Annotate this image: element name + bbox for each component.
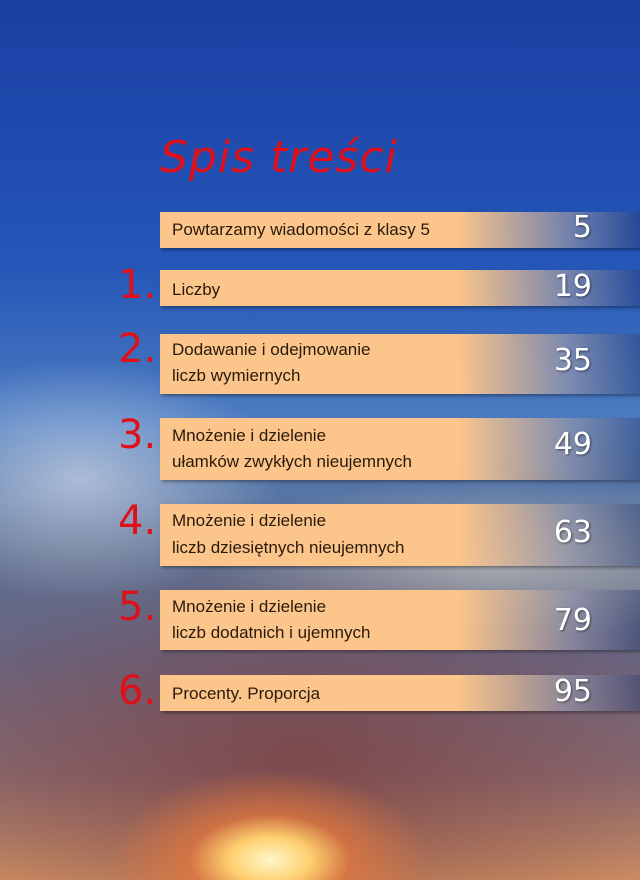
entry-page: 35 bbox=[553, 343, 592, 378]
page-title: Spis treści bbox=[160, 132, 398, 183]
toc-entry[interactable]: Mnożenie i dzielenie liczb dziesiętnych … bbox=[160, 504, 640, 566]
toc-entry[interactable]: Mnożenie i dzielenie liczb dodatnich i u… bbox=[160, 590, 640, 650]
chapter-number: 1. bbox=[118, 262, 157, 308]
entry-page: 95 bbox=[553, 674, 592, 709]
chapter-number: 3. bbox=[118, 412, 157, 458]
entry-title-line: liczb wymiernych bbox=[172, 366, 301, 385]
entry-page: 19 bbox=[553, 269, 592, 304]
entry-title: Powtarzamy wiadomości z klasy 5 bbox=[172, 220, 430, 239]
toc-entry[interactable]: Liczby 19 bbox=[160, 269, 640, 306]
entry-title: Liczby bbox=[172, 280, 221, 299]
entry-page: 49 bbox=[553, 427, 592, 462]
chapter-number: 6. bbox=[118, 668, 157, 714]
entry-title-line: liczb dziesiętnych nieujemnych bbox=[172, 538, 405, 557]
chapter-number: 5. bbox=[118, 584, 157, 630]
entry-title-line: Mnożenie i dzielenie bbox=[172, 511, 327, 530]
entry-page: 5 bbox=[572, 210, 592, 245]
entry-title: Procenty. Proporcja bbox=[172, 684, 321, 703]
toc-entry[interactable]: Procenty. Proporcja 95 bbox=[160, 674, 640, 711]
toc-entry[interactable]: Dodawanie i odejmowanie liczb wymiernych… bbox=[160, 334, 640, 394]
toc-entry[interactable]: Mnożenie i dzielenie ułamków zwykłych ni… bbox=[160, 418, 640, 480]
entry-title-line: liczb dodatnich i ujemnych bbox=[172, 623, 371, 642]
toc-entry[interactable]: Powtarzamy wiadomości z klasy 5 5 bbox=[160, 210, 640, 248]
entry-page: 63 bbox=[553, 515, 592, 550]
chapter-number: 2. bbox=[118, 326, 157, 372]
entry-page: 79 bbox=[553, 603, 592, 638]
chapter-number: 4. bbox=[118, 498, 157, 544]
entry-title-line: ułamków zwykłych nieujemnych bbox=[172, 452, 412, 471]
entry-title-line: Dodawanie i odejmowanie bbox=[172, 340, 371, 359]
entry-title-line: Mnożenie i dzielenie bbox=[172, 426, 327, 445]
entry-title-line: Mnożenie i dzielenie bbox=[172, 597, 327, 616]
